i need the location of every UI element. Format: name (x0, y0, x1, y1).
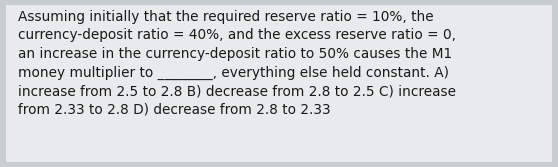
Text: Assuming initially that the required reserve ratio = 10%, the
currency-deposit r: Assuming initially that the required res… (18, 10, 456, 117)
